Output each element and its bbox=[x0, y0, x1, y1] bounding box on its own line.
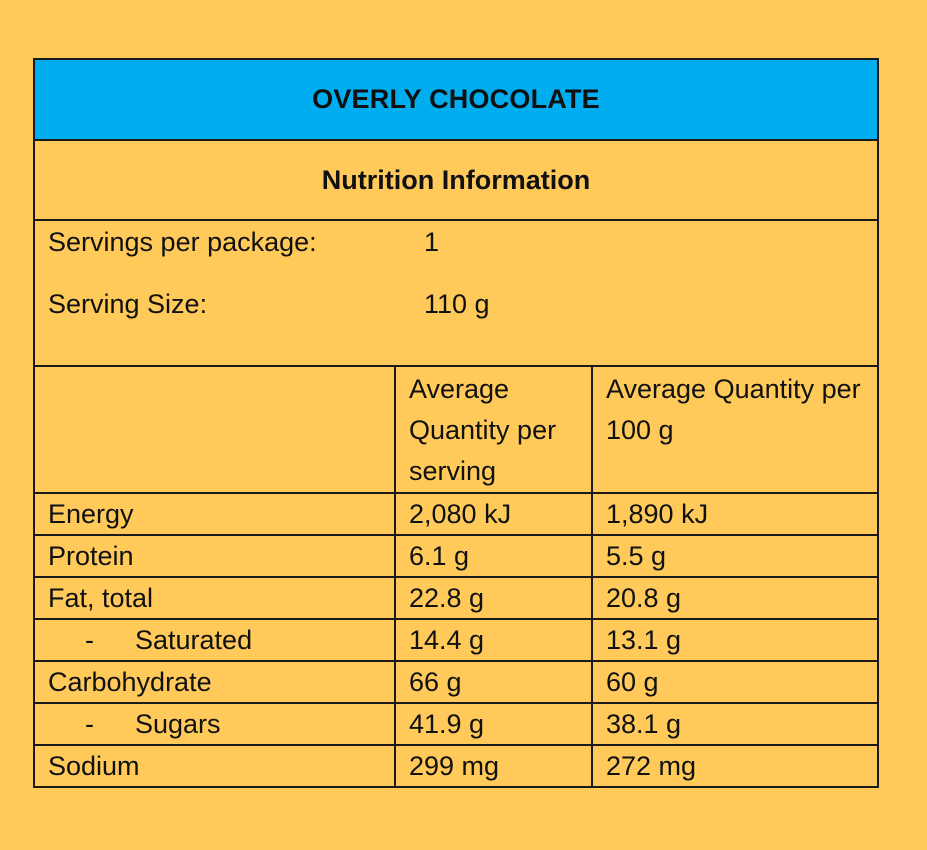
nutrient-name: Energy bbox=[48, 499, 134, 529]
servings-per-package-value: 1 bbox=[424, 227, 440, 257]
serving-size-label: Serving Size: bbox=[48, 289, 208, 319]
sub-item-dash: - bbox=[85, 625, 94, 655]
nutrient-name: Sodium bbox=[48, 751, 140, 781]
table-row: Energy 2,080 kJ 1,890 kJ bbox=[35, 492, 877, 535]
nutrient-name: Carbohydrate bbox=[48, 667, 212, 697]
table-row: Sodium 299 mg 272 mg bbox=[35, 744, 877, 786]
per-serving-value: 66 g bbox=[395, 660, 593, 703]
per-serving-value: 41.9 g bbox=[395, 702, 593, 745]
nutrient-name: Fat, total bbox=[48, 583, 154, 613]
nutrient-name: Sugars bbox=[135, 709, 221, 739]
per-serving-value: 14.4 g bbox=[395, 618, 593, 661]
servings-per-package-label: Servings per package: bbox=[48, 227, 317, 257]
table-header-row: Average Quantity per serving Average Qua… bbox=[35, 367, 877, 493]
nutrient-name: Protein bbox=[48, 541, 134, 571]
nutrient-name-cell: - Sugars bbox=[35, 702, 396, 745]
serving-size-value: 110 g bbox=[424, 289, 490, 319]
nutrient-name-cell: Energy bbox=[35, 492, 396, 535]
nutrient-name-cell: Carbohydrate bbox=[35, 660, 396, 703]
per-100g-value: 5.5 g bbox=[592, 534, 877, 577]
per-100g-value: 20.8 g bbox=[592, 576, 877, 619]
header-per-100g: Average Quantity per 100 g bbox=[606, 374, 861, 445]
nutrient-name-cell: Protein bbox=[35, 534, 396, 577]
product-title: OVERLY CHOCOLATE bbox=[35, 60, 877, 141]
nutrient-name-cell: Fat, total bbox=[35, 576, 396, 619]
table-row: Protein 6.1 g 5.5 g bbox=[35, 534, 877, 577]
table-row: Fat, total 22.8 g 20.8 g bbox=[35, 576, 877, 619]
nutrient-name-cell: - Saturated bbox=[35, 618, 396, 661]
nutrient-name: Saturated bbox=[135, 625, 253, 655]
servings-per-package-row: Servings per package: 1 bbox=[48, 227, 439, 258]
serving-size-row: Serving Size: 110 g bbox=[48, 289, 490, 320]
per-100g-value: 1,890 kJ bbox=[592, 492, 877, 535]
table-row: Carbohydrate 66 g 60 g bbox=[35, 660, 877, 703]
header-per-serving: Average Quantity per serving bbox=[395, 367, 593, 493]
nutrition-table: Average Quantity per serving Average Qua… bbox=[35, 367, 877, 786]
per-serving-value: 2,080 kJ bbox=[395, 492, 593, 535]
table-row: - Saturated 14.4 g 13.1 g bbox=[35, 618, 877, 661]
per-100g-value: 60 g bbox=[592, 660, 877, 703]
sub-item-dash: - bbox=[85, 709, 94, 739]
header-nutrient-cell bbox=[35, 367, 396, 493]
per-serving-value: 299 mg bbox=[395, 744, 593, 786]
per-100g-value: 272 mg bbox=[592, 744, 877, 786]
table-row: - Sugars 41.9 g 38.1 g bbox=[35, 702, 877, 745]
serving-info: Servings per package: 1 Serving Size: 11… bbox=[35, 221, 877, 367]
per-serving-value: 6.1 g bbox=[395, 534, 593, 577]
per-100g-value: 13.1 g bbox=[592, 618, 877, 661]
nutrient-name-cell: Sodium bbox=[35, 744, 396, 786]
nutrition-panel: OVERLY CHOCOLATE Nutrition Information S… bbox=[33, 58, 879, 788]
panel-title: Nutrition Information bbox=[35, 141, 877, 221]
per-serving-value: 22.8 g bbox=[395, 576, 593, 619]
per-100g-value: 38.1 g bbox=[592, 702, 877, 745]
